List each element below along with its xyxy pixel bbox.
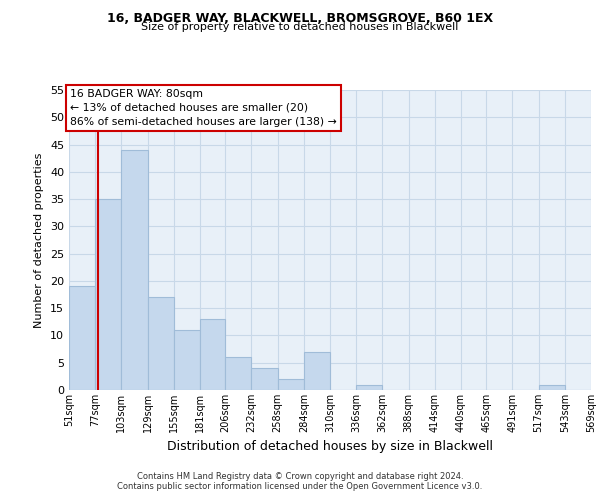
Bar	[251, 368, 278, 390]
Text: 16, BADGER WAY, BLACKWELL, BROMSGROVE, B60 1EX: 16, BADGER WAY, BLACKWELL, BROMSGROVE, B…	[107, 12, 493, 26]
Bar	[95, 199, 121, 390]
Bar	[200, 319, 225, 390]
Bar	[174, 330, 200, 390]
Bar	[278, 379, 304, 390]
Bar	[225, 358, 251, 390]
Text: Size of property relative to detached houses in Blackwell: Size of property relative to detached ho…	[142, 22, 458, 32]
Bar	[148, 298, 174, 390]
Bar	[121, 150, 148, 390]
Text: Contains public sector information licensed under the Open Government Licence v3: Contains public sector information licen…	[118, 482, 482, 491]
Y-axis label: Number of detached properties: Number of detached properties	[34, 152, 44, 328]
Text: Contains HM Land Registry data © Crown copyright and database right 2024.: Contains HM Land Registry data © Crown c…	[137, 472, 463, 481]
Bar	[69, 286, 95, 390]
Bar	[539, 384, 565, 390]
Text: 16 BADGER WAY: 80sqm
← 13% of detached houses are smaller (20)
86% of semi-detac: 16 BADGER WAY: 80sqm ← 13% of detached h…	[70, 89, 337, 127]
Bar	[304, 352, 330, 390]
Bar	[356, 384, 382, 390]
X-axis label: Distribution of detached houses by size in Blackwell: Distribution of detached houses by size …	[167, 440, 493, 454]
